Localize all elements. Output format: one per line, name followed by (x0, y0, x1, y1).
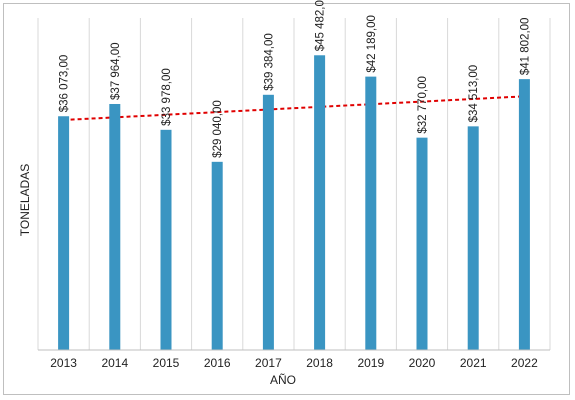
x-tick-label-2019: 2019 (357, 356, 384, 370)
data-label-2016: $29 040,00 (212, 100, 224, 158)
x-tick-label-2017: 2017 (255, 356, 282, 370)
bar-2014 (109, 103, 121, 350)
x-tick-label-2018: 2018 (306, 356, 333, 370)
data-label-2014: $37 964,00 (110, 42, 122, 100)
gridlines (37, 18, 551, 350)
bar-2016 (211, 161, 223, 350)
bar-2018 (314, 55, 326, 350)
bar-2019 (365, 76, 377, 350)
data-label-2021: $34 513,00 (468, 65, 480, 123)
x-tick-label-2016: 2016 (204, 356, 231, 370)
data-label-2017: $39 384,00 (263, 33, 275, 91)
data-label-2018: $45 482,00 (315, 0, 327, 51)
x-tick-label-2022: 2022 (511, 356, 538, 370)
x-tick-label-2021: 2021 (460, 356, 487, 370)
bars (58, 55, 530, 350)
data-labels: $36 073,00 $37 964,00 $33 978,00 $29 040,00… (59, 0, 532, 158)
x-tick-label-2013: 2013 (50, 356, 77, 370)
bar-2013 (58, 116, 70, 350)
bar-2015 (160, 129, 172, 350)
x-tick-label-2014: 2014 (101, 356, 128, 370)
x-tick-label-2015: 2015 (153, 356, 180, 370)
x-tick-label-2020: 2020 (409, 356, 436, 370)
y-axis-title: TONELADAS (18, 164, 32, 236)
x-axis-title: AÑO (270, 373, 296, 387)
bar-2017 (262, 94, 274, 350)
data-label-2013: $36 073,00 (59, 55, 71, 113)
bar-2020 (416, 137, 428, 350)
bar-2022 (518, 79, 530, 350)
bar-2021 (467, 126, 479, 350)
x-tick-labels: 2013 2014 2015 2016 2017 2018 2019 2020 2021 2022 (50, 356, 538, 370)
data-label-2019: $42 189,00 (366, 15, 378, 73)
data-label-2015: $33 978,00 (161, 68, 173, 126)
data-label-2022: $41 802,00 (519, 18, 531, 76)
data-label-2020: $32 770,00 (417, 76, 429, 134)
